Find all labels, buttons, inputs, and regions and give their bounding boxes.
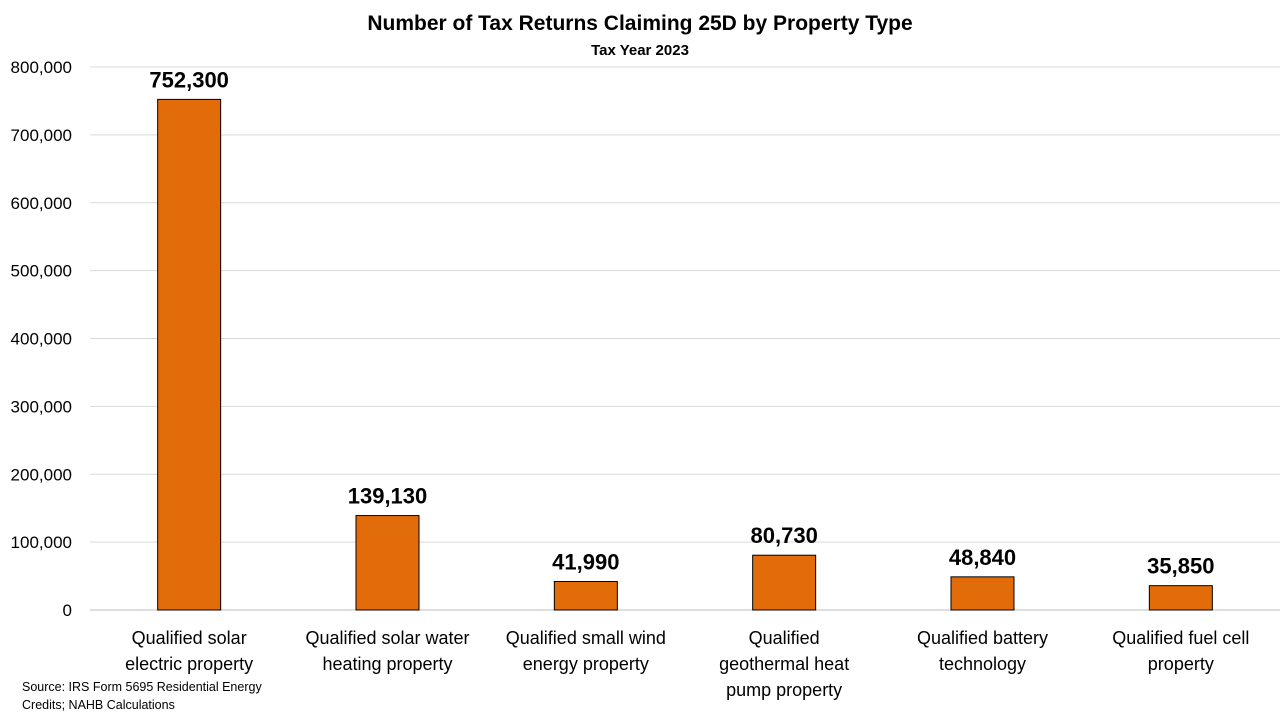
source-note: Source: IRS Form 5695 Residential Energy…: [22, 680, 262, 712]
y-tick-label: 0: [63, 601, 72, 620]
bar: [157, 98, 222, 611]
y-tick-label: 400,000: [11, 330, 72, 349]
x-tick-label-line: geothermal heat: [719, 654, 849, 674]
bar: [553, 580, 618, 611]
data-label: 752,300: [149, 67, 229, 92]
x-tick-label-line: property: [1148, 654, 1214, 674]
x-tick-label-line: Qualified: [749, 628, 820, 648]
x-tick-label-line: Qualified solar water: [305, 628, 469, 648]
x-tick-label-line: Qualified battery: [917, 628, 1048, 648]
x-tick-label: Qualified battery technology: [917, 628, 1048, 674]
x-tick-label: Qualified small wind energy property: [506, 628, 666, 674]
y-tick-label: 700,000: [11, 126, 72, 145]
data-label: 80,730: [751, 523, 818, 548]
y-tick-label: 500,000: [11, 262, 72, 281]
y-tick-label: 200,000: [11, 465, 72, 484]
x-tick-label-line: electric property: [125, 654, 253, 674]
x-tick-label: Qualified fuel cell property: [1112, 628, 1249, 674]
data-label: 48,840: [949, 545, 1016, 570]
x-tick-label: Qualified geothermal heat pump property: [719, 628, 849, 700]
x-tick-label-line: energy property: [523, 654, 649, 674]
y-tick-label: 800,000: [11, 58, 72, 77]
x-tick-label-line: Qualified small wind: [506, 628, 666, 648]
x-tick-label-line: Qualified solar: [132, 628, 247, 648]
data-label: 139,130: [348, 484, 428, 509]
bar: [1148, 585, 1213, 611]
x-tick-label: Qualified solar electric property: [125, 628, 253, 674]
y-tick-label: 100,000: [11, 533, 72, 552]
data-label: 35,850: [1147, 554, 1214, 579]
y-tick-label: 600,000: [11, 194, 72, 213]
y-tick-label: 300,000: [11, 397, 72, 416]
bar: [950, 576, 1015, 611]
x-tick-label-line: heating property: [322, 654, 452, 674]
x-tick-label-line: Qualified fuel cell: [1112, 628, 1249, 648]
bar: [752, 554, 817, 611]
x-tick-label-line: technology: [939, 654, 1026, 674]
x-tick-label-line: pump property: [726, 680, 842, 700]
x-tick-label: Qualified solar water heating property: [305, 628, 469, 674]
bar: [355, 515, 420, 611]
chart-title: Number of Tax Returns Claiming 25D by Pr…: [367, 12, 913, 35]
chart-subtitle: Tax Year 2023: [591, 42, 689, 59]
data-label: 41,990: [552, 549, 619, 574]
